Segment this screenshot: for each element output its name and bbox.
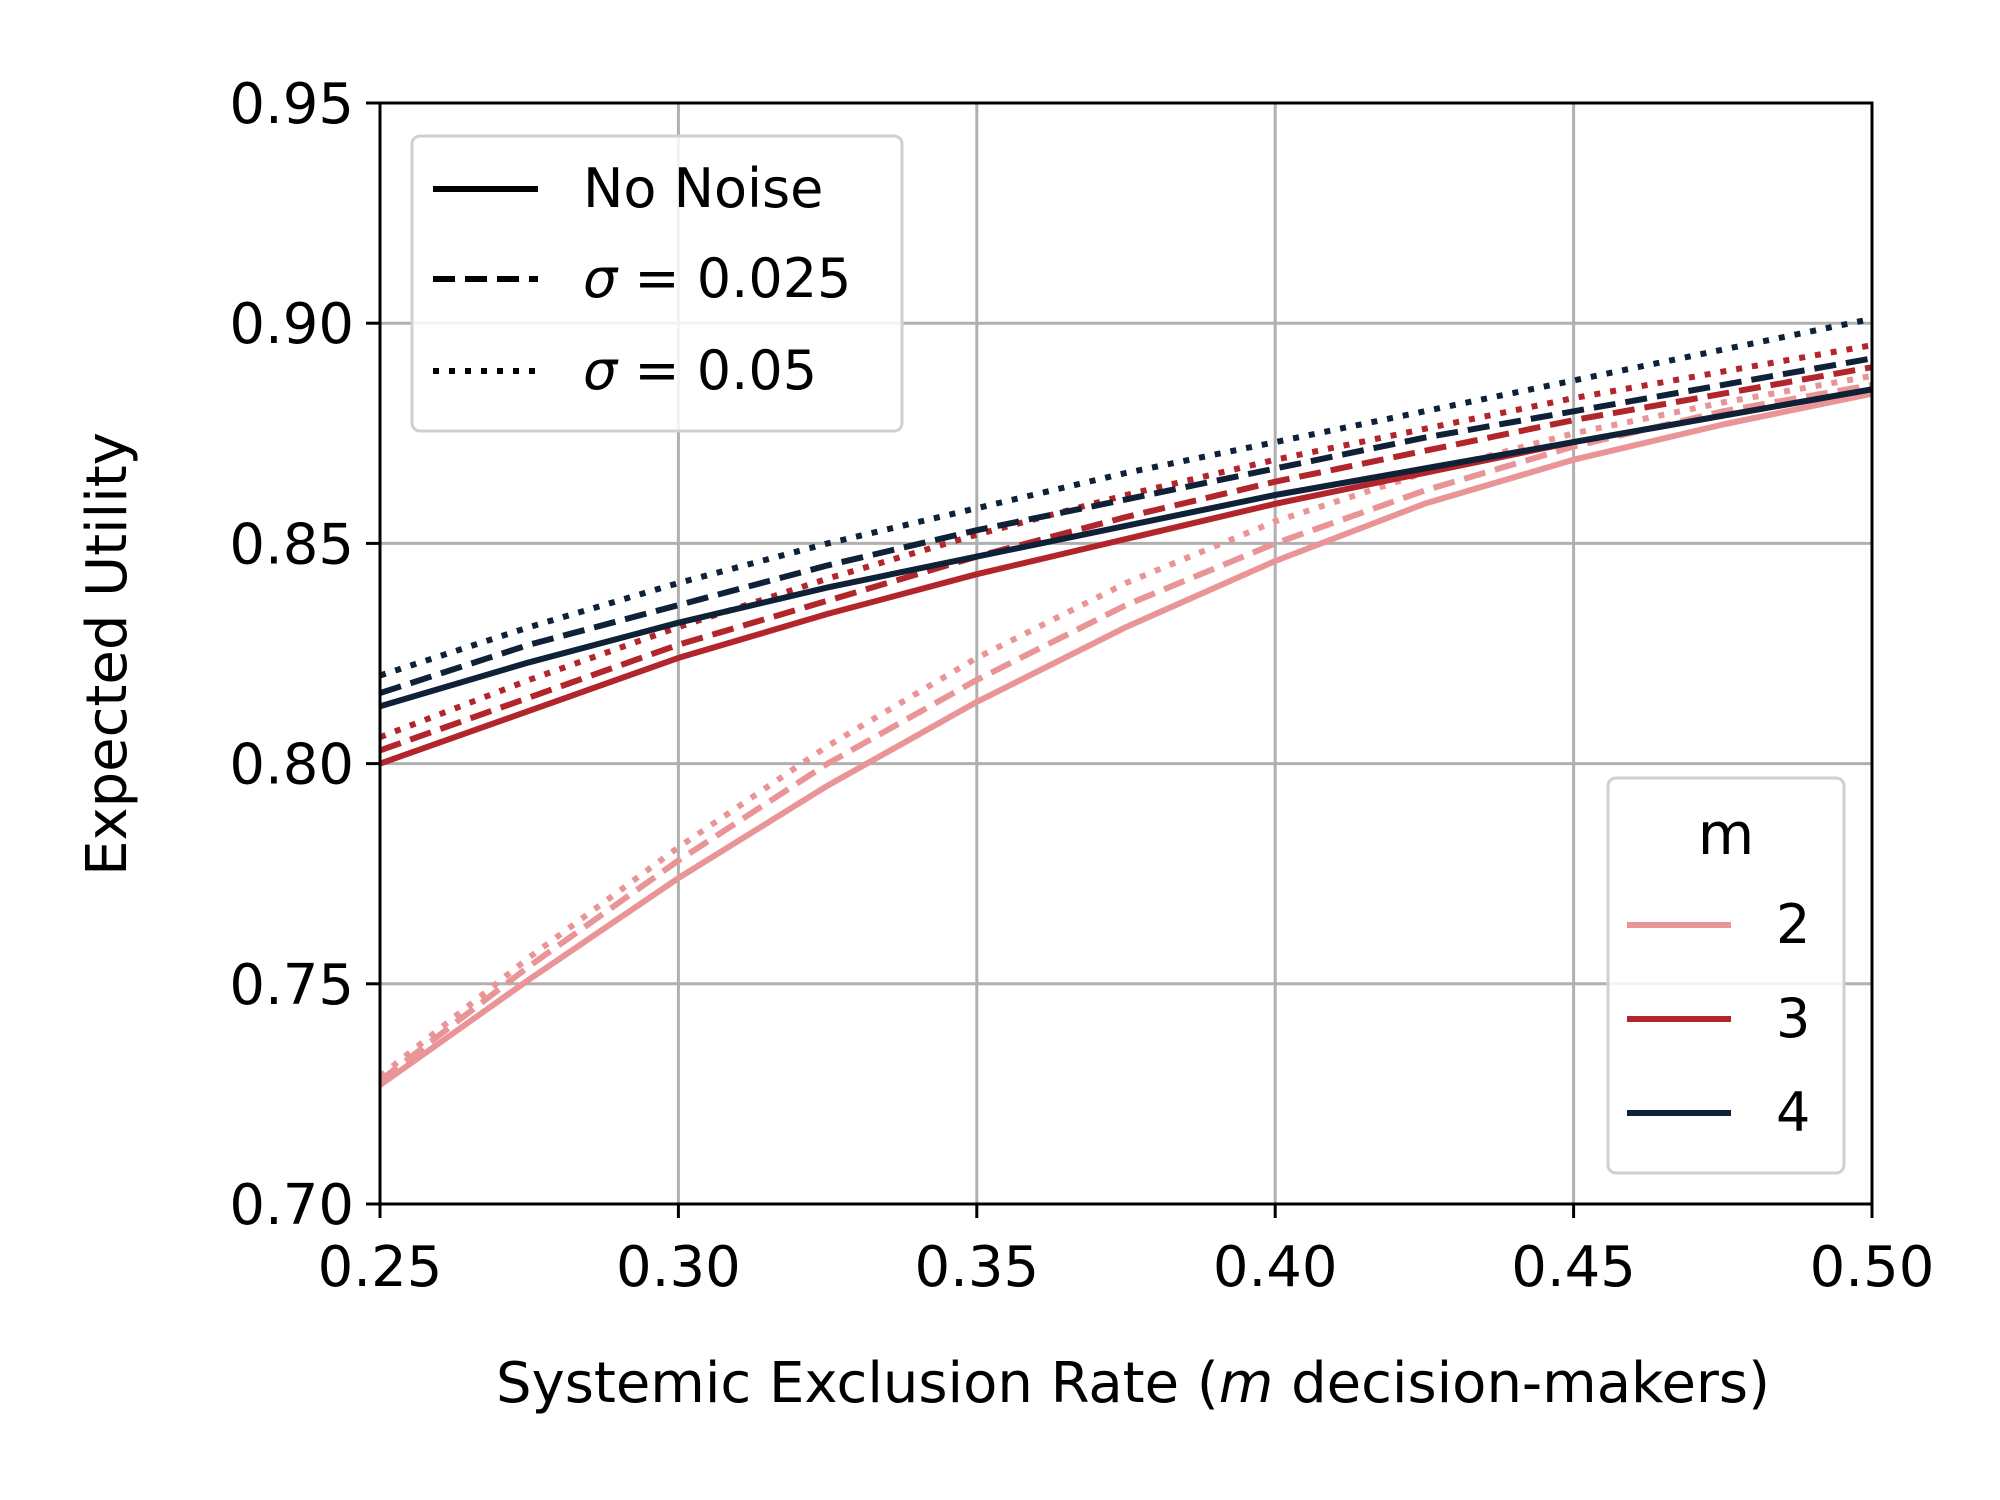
m-legend: m 2 3 4 [1606,776,1846,1175]
y-tick-label: 0.80 [229,733,354,798]
noise-legend-entry-s025: σ = 0.025 [433,247,851,310]
series-line-m4-s025 [379,355,1873,696]
series-line-m2-s05 [378,373,1873,1079]
plot-frame [378,101,1874,1206]
x-tick-label: 0.50 [1810,1235,1935,1300]
x-tick-label: 0.45 [1511,1235,1636,1300]
y-tick-label: 0.85 [229,512,354,577]
m-legend-frame [1606,776,1846,1175]
series-line-m2-none [378,390,1873,1088]
series-line-m4-s05 [379,315,1873,679]
m-legend-label-2: 2 [1776,893,1810,956]
noise-legend: No Noise σ = 0.025 σ = 0.05 [410,134,904,433]
noise-legend-entry-s05: σ = 0.05 [433,339,817,402]
x-tick-label: 0.25 [318,1235,443,1300]
m-legend-label-4: 4 [1776,1081,1810,1144]
m-legend-entry-2: 2 [1627,893,1810,956]
noise-legend-entry-none: No Noise [433,157,823,220]
series-line-m3-s025 [378,364,1873,754]
y-tick-label: 0.95 [229,72,354,137]
series-line-m4-none [379,386,1873,710]
noise-legend-frame [410,134,904,433]
x-tick-label: 0.30 [616,1235,741,1300]
series-lines [378,315,1873,1088]
y-tick-label: 0.75 [229,953,354,1018]
legend-label-sigma-0025: σ = 0.025 [583,247,851,310]
m-legend-label-3: 3 [1776,987,1810,1050]
x-tick-label: 0.35 [914,1235,1039,1300]
y-axis: 0.70 0.75 0.80 0.85 0.90 0.95 [229,72,380,1238]
y-axis-title: Expected Utility [75,432,140,876]
y-tick-label: 0.90 [229,292,354,357]
x-tick-label: 0.40 [1213,1235,1338,1300]
series-line-m3-s05 [378,342,1873,741]
m-legend-title: m [1698,800,1755,868]
series-line-m3-none [378,386,1873,767]
x-axis-title: Systemic Exclusion Rate (m decision-make… [496,1351,1770,1416]
x-axis: 0.25 0.30 0.35 0.40 0.45 0.50 [318,1204,1935,1300]
legend-label-no-noise: No Noise [583,157,823,220]
m-legend-entry-4: 4 [1627,1081,1810,1144]
y-tick-label: 0.70 [229,1173,354,1238]
legend-label-sigma-005: σ = 0.05 [583,339,817,402]
m-legend-entry-3: 3 [1627,987,1810,1050]
